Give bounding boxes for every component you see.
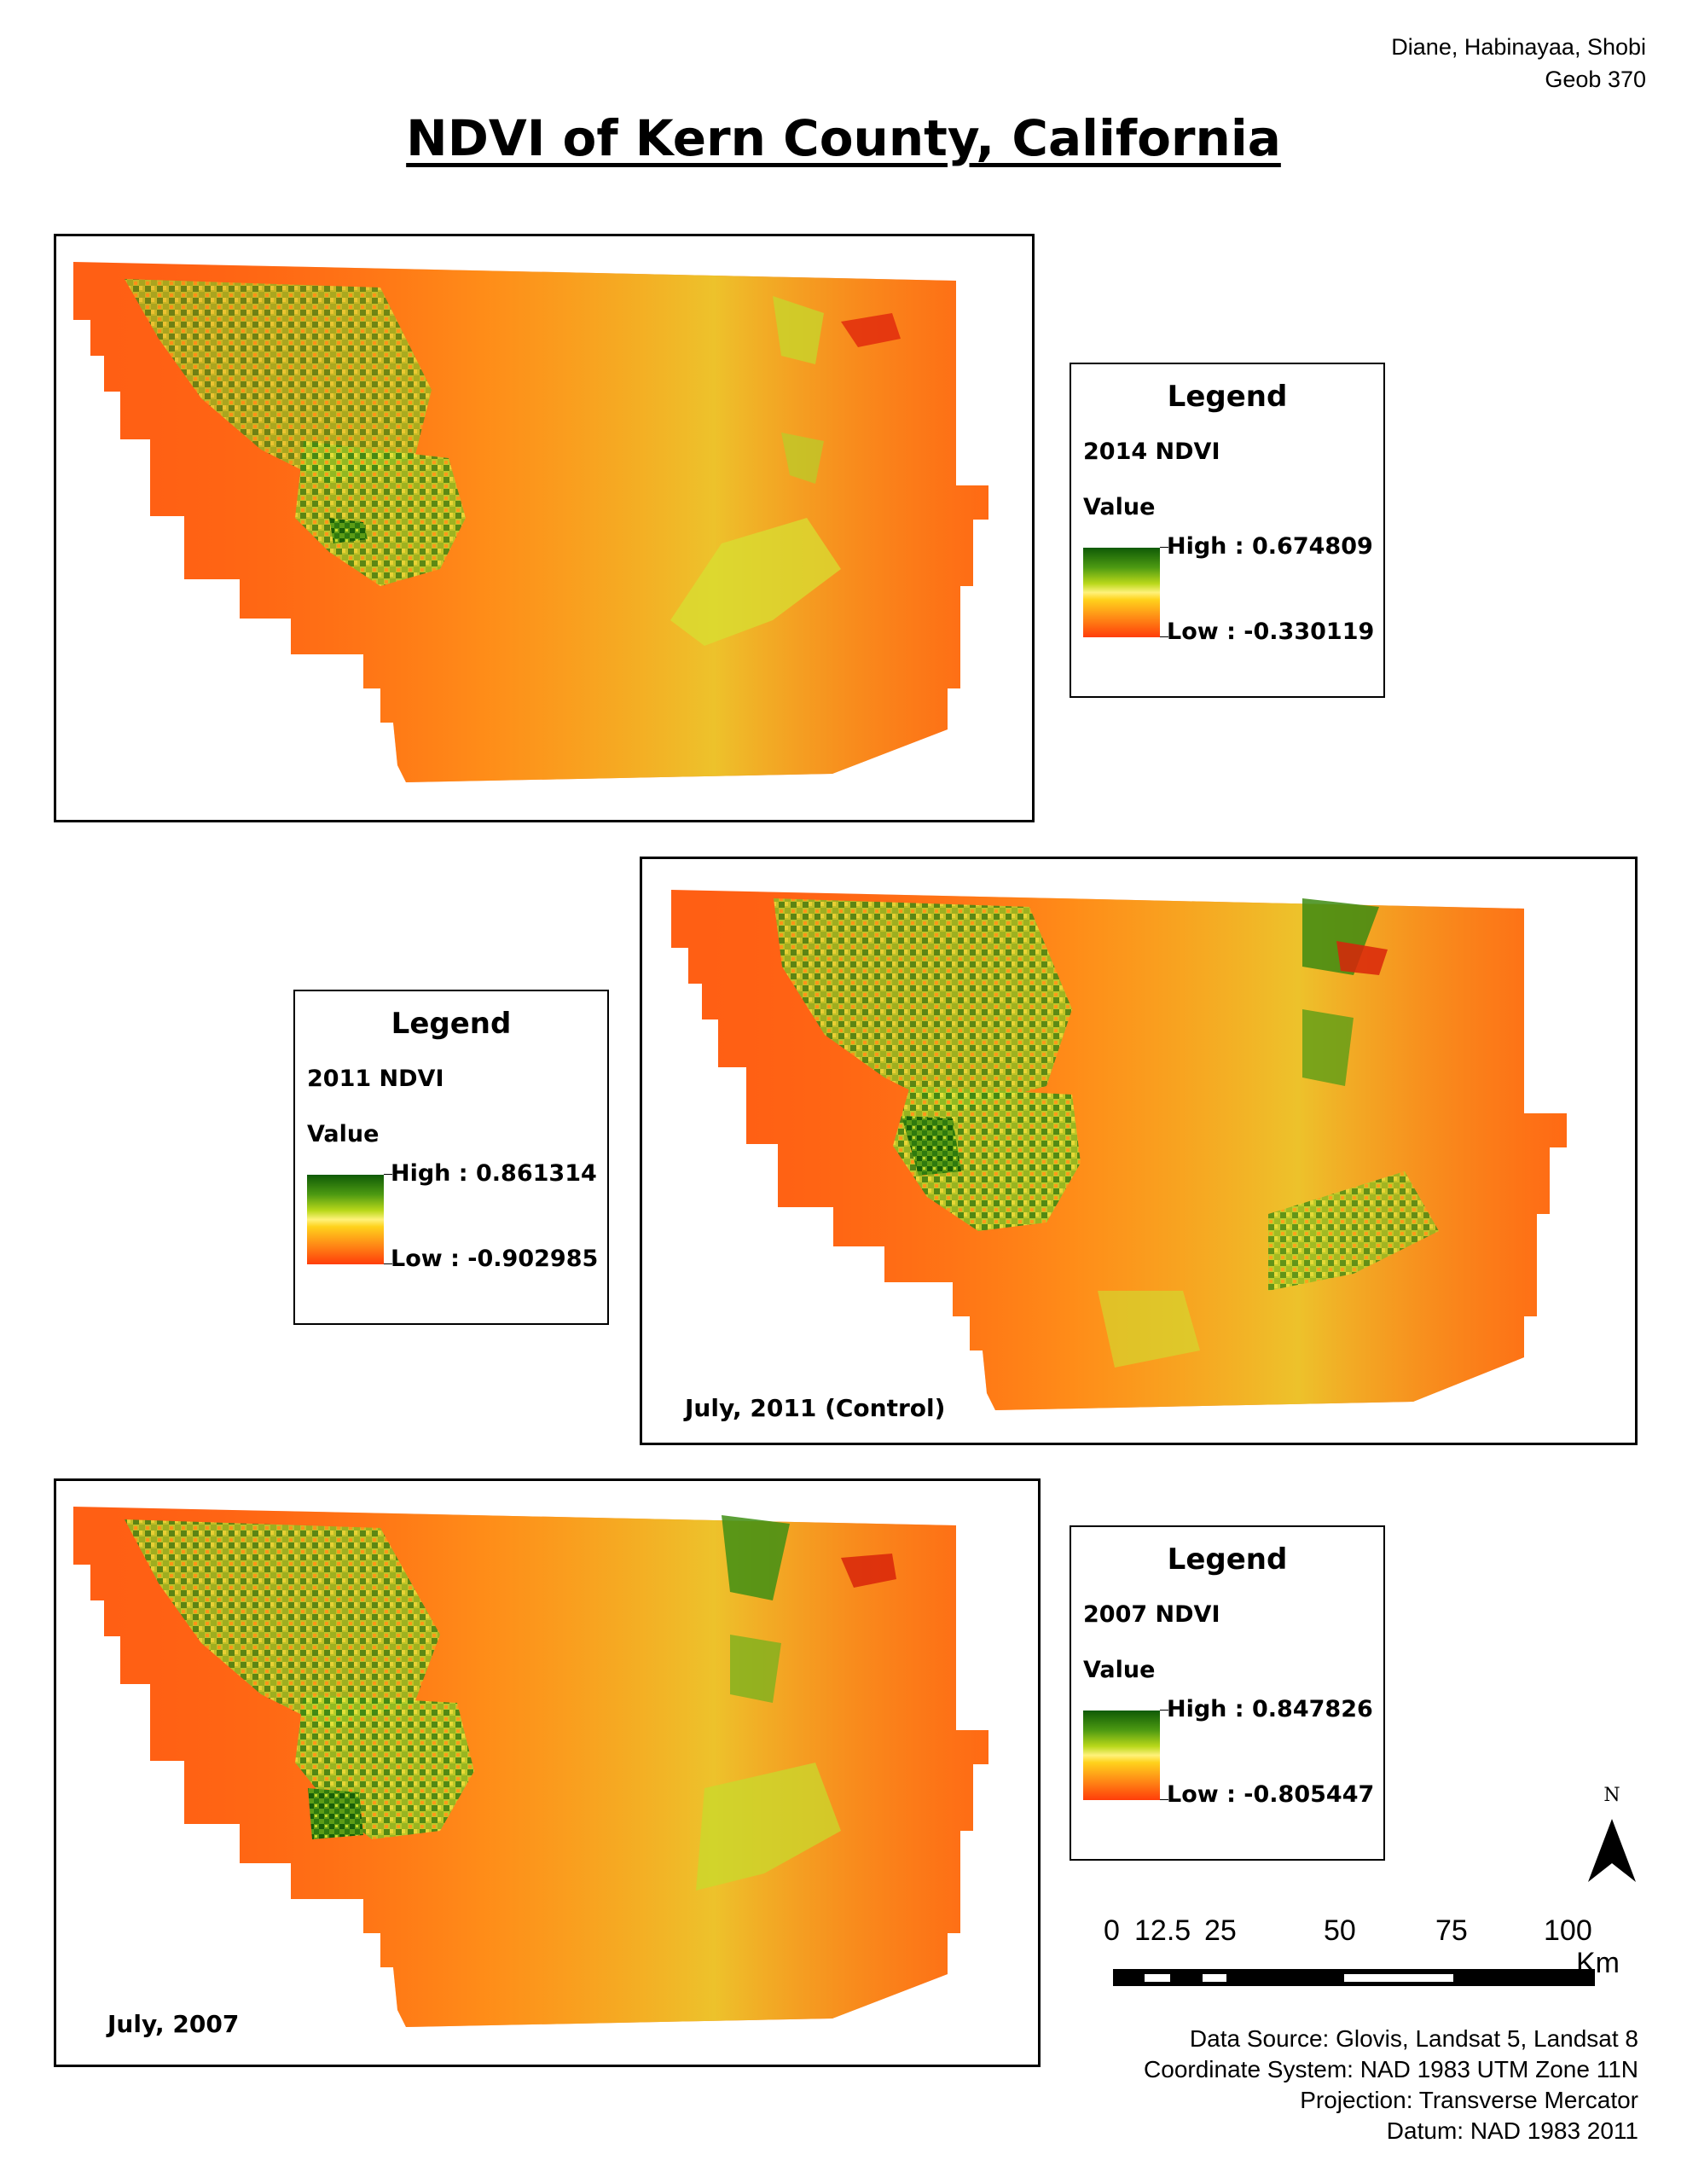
- author-credits: Diane, Habinayaa, Shobi Geob 370: [1391, 31, 1646, 96]
- credit-coordinate-system: Coordinate System: NAD 1983 UTM Zone 11N: [1144, 2056, 1638, 2082]
- ndvi-color-ramp: [307, 1175, 384, 1264]
- scale-label-12-5: 12.5: [1134, 1914, 1191, 1947]
- ramp-tick-low: [1160, 636, 1168, 637]
- credit-datum: Datum: NAD 1983 2011: [1386, 2117, 1638, 2144]
- scale-label-50: 50: [1324, 1914, 1356, 1947]
- legend-title: Legend: [1167, 380, 1288, 414]
- legend-layer-name: 2007 NDVI: [1083, 1601, 1220, 1628]
- ndvi-raster-2014: [73, 262, 988, 782]
- legend-low-value: Low : -0.805447: [1167, 1781, 1375, 1808]
- ndvi-color-ramp: [1083, 548, 1160, 637]
- map-caption-2007: July, 2007: [107, 2010, 240, 2038]
- ramp-tick-low: [1160, 1799, 1168, 1800]
- map-frame-2011: July, 2011 (Control): [640, 857, 1638, 1445]
- legend-high-value: High : 0.861314: [391, 1160, 597, 1187]
- legend-low-value: Low : -0.330119: [1167, 619, 1375, 645]
- scale-label-25: 25: [1204, 1914, 1237, 1947]
- ramp-tick-high: [384, 1174, 392, 1175]
- legend-value-label: Value: [1083, 1657, 1156, 1683]
- ramp-tick-high: [1160, 1710, 1168, 1711]
- scale-label-0: 0: [1104, 1914, 1120, 1947]
- credit-projection: Projection: Transverse Mercator: [1300, 2087, 1638, 2113]
- kern-county-shape: [73, 262, 988, 782]
- scale-bar-graphic: [1113, 1969, 1595, 1986]
- ndvi-color-ramp: [1083, 1711, 1160, 1800]
- map-credits: Data Source: Glovis, Landsat 5, Landsat …: [1144, 2024, 1638, 2146]
- course-code: Geob 370: [1545, 67, 1646, 92]
- north-arrow-icon: [1588, 1819, 1636, 1882]
- legend-title: Legend: [391, 1007, 512, 1041]
- legend-value-label: Value: [1083, 494, 1156, 520]
- credit-data-source: Data Source: Glovis, Landsat 5, Landsat …: [1189, 2025, 1638, 2052]
- legend-2014: Legend 2014 NDVI Value High : 0.674809 L…: [1070, 363, 1385, 698]
- legend-layer-name: 2014 NDVI: [1083, 439, 1220, 465]
- north-arrow: N: [1586, 1785, 1638, 1896]
- scale-unit: Km: [1576, 1947, 1620, 1979]
- legend-2007: Legend 2007 NDVI Value High : 0.847826 L…: [1070, 1525, 1385, 1861]
- ndvi-raster-2007: [73, 1507, 988, 2027]
- north-arrow-label: N: [1603, 1785, 1620, 1806]
- legend-high-value: High : 0.847826: [1167, 1696, 1373, 1722]
- kern-county-shape: [73, 1507, 988, 2027]
- kern-county-shape: [671, 890, 1567, 1410]
- legend-2011: Legend 2011 NDVI Value High : 0.861314 L…: [293, 990, 609, 1325]
- scale-label-75: 75: [1435, 1914, 1468, 1947]
- legend-low-value: Low : -0.902985: [391, 1246, 599, 1272]
- map-frame-2014: [54, 234, 1035, 822]
- legend-layer-name: 2011 NDVI: [307, 1066, 444, 1092]
- legend-high-value: High : 0.674809: [1167, 533, 1373, 560]
- map-frame-2007: July, 2007: [54, 1478, 1041, 2067]
- scale-bar: [1100, 1911, 1646, 1988]
- ndvi-raster-2011: [671, 890, 1567, 1410]
- author-names: Diane, Habinayaa, Shobi: [1391, 34, 1646, 60]
- legend-value-label: Value: [307, 1121, 380, 1147]
- map-caption-2011: July, 2011 (Control): [685, 1394, 946, 1422]
- legend-title: Legend: [1167, 1542, 1288, 1577]
- ramp-tick-low: [384, 1263, 392, 1264]
- ramp-tick-high: [1160, 547, 1168, 548]
- scale-label-100: 100: [1544, 1914, 1592, 1947]
- map-title: NDVI of Kern County, California: [406, 109, 1281, 167]
